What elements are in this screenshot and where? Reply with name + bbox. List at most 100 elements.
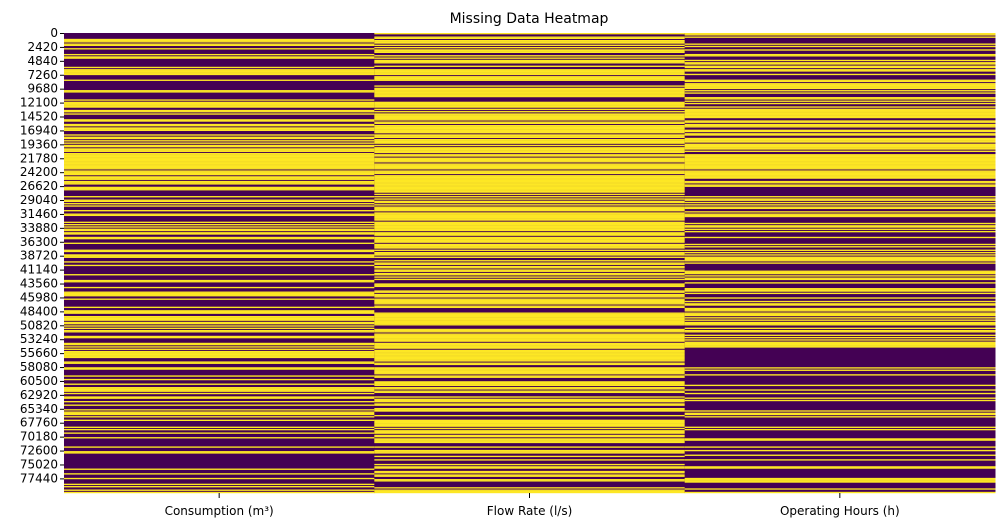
- heatmap-cell-missing: [374, 33, 686, 35]
- heatmap-cell-missing: [64, 154, 375, 156]
- heatmap-cell-missing: [374, 313, 686, 316]
- heatmap-cell-missing: [64, 315, 375, 318]
- heatmap-cell-missing: [374, 335, 686, 338]
- heatmap-cell-missing: [64, 158, 375, 161]
- heatmap-cell-missing: [374, 315, 686, 318]
- heatmap-cell-missing: [64, 111, 375, 113]
- heatmap-cell-missing: [684, 288, 996, 290]
- y-tick-label: 65340: [20, 402, 58, 416]
- heatmap-cell-missing: [374, 198, 686, 200]
- heatmap-cell-missing: [684, 125, 996, 127]
- heatmap-cell-missing: [374, 142, 686, 144]
- heatmap-cell-missing: [374, 299, 686, 302]
- heatmap-cell-missing: [374, 116, 686, 119]
- heatmap-cell-missing: [374, 190, 686, 192]
- heatmap-cell-missing: [374, 269, 686, 271]
- heatmap-cell-missing: [374, 267, 686, 269]
- heatmap-cell-missing: [374, 256, 686, 258]
- heatmap-cell-missing: [684, 342, 996, 345]
- heatmap-cell-missing: [374, 213, 686, 215]
- heatmap-cell-missing: [374, 272, 686, 275]
- heatmap-cell-missing: [374, 227, 686, 229]
- heatmap-cell-missing: [374, 283, 686, 285]
- heatmap-cell-missing: [374, 425, 686, 427]
- heatmap-cell-missing: [374, 76, 686, 78]
- heatmap-column-0: [64, 33, 375, 494]
- heatmap-cells: [64, 33, 996, 494]
- heatmap-cell-missing: [64, 127, 375, 129]
- heatmap-cell-missing: [374, 470, 686, 473]
- heatmap-cell-missing: [374, 306, 686, 309]
- heatmap-cell-missing: [374, 463, 686, 466]
- heatmap-cell-missing: [684, 214, 996, 217]
- heatmap-cell-missing: [64, 172, 375, 175]
- heatmap-cell-missing: [684, 177, 996, 179]
- heatmap-cell-missing: [374, 396, 686, 398]
- heatmap-cell-missing: [64, 310, 375, 312]
- heatmap-cell-missing: [64, 426, 375, 428]
- heatmap-cell-missing: [64, 295, 375, 297]
- heatmap-cell-missing: [684, 438, 996, 440]
- heatmap-cell-missing: [64, 176, 375, 178]
- heatmap-cell-missing: [684, 481, 996, 483]
- heatmap-cell-missing: [684, 312, 996, 314]
- heatmap-cell-missing: [684, 176, 996, 178]
- y-tick-label: 50820: [20, 318, 58, 332]
- heatmap-cell-missing: [64, 102, 375, 105]
- heatmap-cell-missing: [374, 391, 686, 394]
- heatmap-cell-missing: [64, 361, 375, 363]
- heatmap-cell-missing: [374, 90, 686, 92]
- heatmap-cell-missing: [374, 129, 686, 132]
- heatmap-cell-missing: [684, 182, 996, 184]
- heatmap-cell-missing: [64, 255, 375, 257]
- heatmap-cell-missing: [684, 109, 996, 112]
- y-tick-label: 58080: [20, 360, 58, 374]
- heatmap-cell-missing: [374, 387, 686, 389]
- heatmap-cell-missing: [374, 200, 686, 203]
- heatmap-cell-missing: [374, 329, 686, 332]
- heatmap-cell-missing: [374, 78, 686, 80]
- heatmap-cell-missing: [684, 87, 996, 90]
- heatmap-cell-missing: [64, 356, 375, 359]
- heatmap-cell-missing: [684, 369, 996, 371]
- heatmap-cell-missing: [684, 63, 996, 65]
- heatmap-cell-missing: [374, 119, 686, 121]
- heatmap-cell-missing: [374, 62, 686, 64]
- heatmap-cell-missing: [374, 343, 686, 346]
- heatmap-cell-missing: [684, 83, 996, 85]
- y-tick-label: 29040: [20, 193, 58, 207]
- heatmap-cell-missing: [684, 170, 996, 172]
- heatmap-cell-missing: [64, 322, 375, 325]
- heatmap-cell-missing: [374, 320, 686, 323]
- heatmap-cell-missing: [684, 115, 996, 118]
- x-tick-label: Operating Hours (h): [780, 504, 900, 518]
- heatmap-cell-missing: [684, 198, 996, 200]
- heatmap-cell-missing: [684, 70, 996, 72]
- heatmap-cell-missing: [64, 214, 375, 217]
- heatmap-cell-missing: [684, 141, 996, 143]
- heatmap-cell-missing: [64, 113, 375, 115]
- heatmap-cell-missing: [374, 346, 686, 348]
- heatmap-cell-missing: [374, 373, 686, 375]
- heatmap-cell-missing: [684, 410, 996, 412]
- heatmap-cell-missing: [684, 275, 996, 277]
- heatmap-cell-missing: [64, 416, 375, 418]
- heatmap-cell-missing: [374, 312, 686, 314]
- heatmap-cell-missing: [64, 279, 375, 282]
- y-tick-label: 70180: [20, 430, 58, 444]
- heatmap-cell-missing: [684, 459, 996, 461]
- x-axis-ticks: Consumption (m³) Flow Rate (l/s) Operating…: [165, 493, 900, 518]
- heatmap-cell-missing: [374, 161, 686, 163]
- heatmap-cell-missing: [684, 399, 996, 402]
- heatmap-cell-missing: [684, 384, 996, 387]
- heatmap-cell-missing: [374, 421, 686, 424]
- heatmap-cell-missing: [64, 362, 375, 364]
- heatmap-cell-missing: [64, 183, 375, 185]
- heatmap-cell-missing: [684, 467, 996, 469]
- heatmap-cell-missing: [684, 211, 996, 213]
- heatmap-cell-missing: [64, 452, 375, 454]
- y-tick-label: 36300: [20, 235, 58, 249]
- heatmap-cell-missing: [374, 95, 686, 98]
- heatmap-cell-missing: [374, 77, 686, 79]
